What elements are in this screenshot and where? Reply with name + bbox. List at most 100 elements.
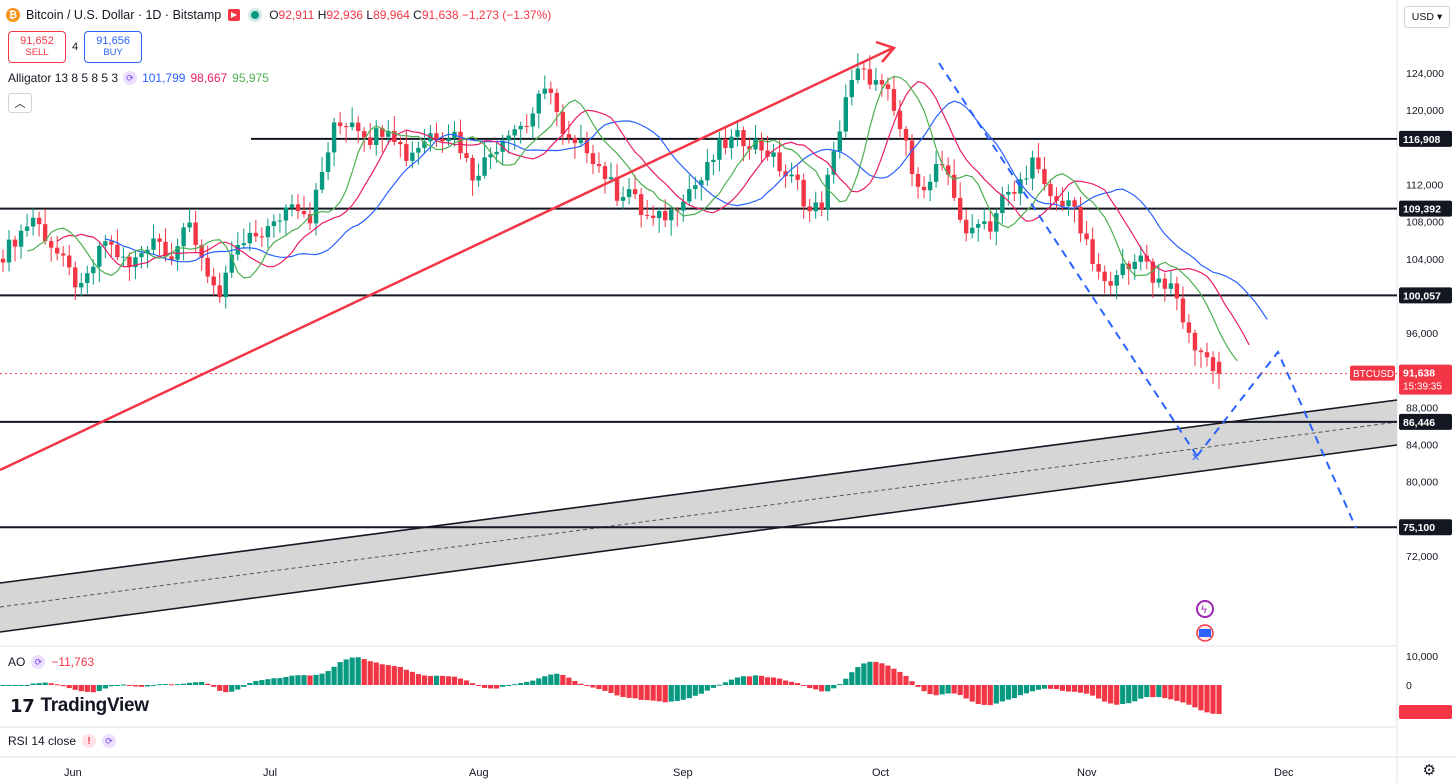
candle-body[interactable] <box>187 222 192 228</box>
candle-body[interactable] <box>1102 271 1107 282</box>
candle-body[interactable] <box>386 130 391 137</box>
candle-body[interactable] <box>777 152 782 172</box>
candle-body[interactable] <box>951 174 957 198</box>
candle-body[interactable] <box>801 179 806 207</box>
candle-body[interactable] <box>608 177 614 180</box>
candle-body[interactable] <box>825 174 830 209</box>
candle-body[interactable] <box>331 122 337 153</box>
candle-body[interactable] <box>536 93 541 114</box>
candle-body[interactable] <box>982 221 987 225</box>
candle-body[interactable] <box>837 131 842 152</box>
candle-body[interactable] <box>1144 255 1149 262</box>
candle-body[interactable] <box>783 171 788 177</box>
candle-body[interactable] <box>247 232 253 244</box>
candle-body[interactable] <box>349 122 355 128</box>
candle-body[interactable] <box>1138 255 1143 262</box>
trend-arrow-line[interactable] <box>0 46 894 472</box>
candle-body[interactable] <box>626 189 632 198</box>
candle-body[interactable] <box>711 159 716 163</box>
candle-body[interactable] <box>903 129 909 141</box>
candle-body[interactable] <box>1096 263 1101 272</box>
candle-body[interactable] <box>681 201 686 211</box>
candle-body[interactable] <box>1120 263 1125 276</box>
candle-body[interactable] <box>506 135 511 141</box>
candle-body[interactable] <box>1174 283 1180 299</box>
candle-body[interactable] <box>1204 352 1210 358</box>
candle-body[interactable] <box>61 253 66 256</box>
candle-body[interactable] <box>759 138 764 151</box>
candle-body[interactable] <box>325 152 331 172</box>
candle-body[interactable] <box>12 239 18 247</box>
candle-body[interactable] <box>193 222 198 245</box>
tradingview-logo[interactable]: 17 TradingView <box>10 695 149 717</box>
warning-icon[interactable]: ! <box>82 734 97 748</box>
lightning-event-icon[interactable] <box>1196 600 1214 618</box>
candle-body[interactable] <box>42 224 48 242</box>
candle-body[interactable] <box>970 227 975 234</box>
candle-body[interactable] <box>422 141 427 148</box>
candle-body[interactable] <box>518 125 523 130</box>
candle-body[interactable] <box>416 147 421 153</box>
candle-body[interactable] <box>1078 206 1083 234</box>
candle-body[interactable] <box>819 202 824 209</box>
candle-body[interactable] <box>1060 200 1065 207</box>
candle-body[interactable] <box>933 163 939 182</box>
collapse-legend-button[interactable]: ︿ <box>8 93 32 113</box>
candle-body[interactable] <box>650 215 656 218</box>
candle-body[interactable] <box>18 230 24 247</box>
candle-body[interactable] <box>723 139 728 149</box>
candle-body[interactable] <box>259 236 265 238</box>
candle-body[interactable] <box>1000 194 1005 214</box>
candle-body[interactable] <box>831 151 836 175</box>
candle-body[interactable] <box>404 144 409 161</box>
candle-body[interactable] <box>54 247 60 254</box>
candle-body[interactable] <box>36 217 42 225</box>
candle-body[interactable] <box>271 221 277 227</box>
candle-body[interactable] <box>169 256 174 260</box>
candle-body[interactable] <box>909 140 915 174</box>
candle-body[interactable] <box>494 151 499 155</box>
flag-icon[interactable] <box>227 8 241 22</box>
candle-body[interactable] <box>211 276 216 286</box>
candle-body[interactable] <box>687 189 692 202</box>
candle-body[interactable] <box>747 146 752 150</box>
candle-body[interactable] <box>632 189 638 195</box>
candle-body[interactable] <box>97 245 102 267</box>
candle-body[interactable] <box>482 157 487 176</box>
rsi-legend[interactable]: RSI 14 close ! ⟳ <box>8 734 117 748</box>
candle-body[interactable] <box>1006 191 1011 195</box>
candle-body[interactable] <box>915 173 921 187</box>
candle-body[interactable] <box>530 113 535 127</box>
candle-body[interactable] <box>795 174 800 180</box>
candle-body[interactable] <box>476 175 481 181</box>
candle-body[interactable] <box>1114 275 1119 286</box>
candle-body[interactable] <box>602 166 608 180</box>
candle-body[interactable] <box>735 130 740 137</box>
candle-body[interactable] <box>374 128 379 146</box>
alligator-legend[interactable]: Alligator 13 8 5 8 5 3 ⟳ 101,799 98,667 … <box>8 71 269 85</box>
candle-body[interactable] <box>109 241 114 245</box>
candle-body[interactable] <box>313 189 319 224</box>
candle-body[interactable] <box>1132 261 1137 269</box>
candle-body[interactable] <box>554 92 560 112</box>
candle-body[interactable] <box>1180 298 1186 323</box>
candle-body[interactable] <box>644 214 650 216</box>
sell-button[interactable]: 91,652 SELL <box>8 31 66 63</box>
candle-body[interactable] <box>1048 184 1053 197</box>
candle-body[interactable] <box>1198 350 1204 353</box>
candle-body[interactable] <box>1156 278 1162 283</box>
candle-body[interactable] <box>115 244 120 258</box>
candle-body[interactable] <box>1168 283 1174 289</box>
candle-body[interactable] <box>199 244 204 258</box>
candle-body[interactable] <box>705 162 710 181</box>
candle-body[interactable] <box>181 227 186 247</box>
candle-body[interactable] <box>1150 261 1156 283</box>
candle-body[interactable] <box>446 138 451 142</box>
candle-body[interactable] <box>301 211 307 215</box>
candle-body[interactable] <box>548 88 554 93</box>
candle-body[interactable] <box>1216 361 1222 374</box>
candle-body[interactable] <box>410 152 415 161</box>
candle-body[interactable] <box>879 80 885 85</box>
candle-body[interactable] <box>1162 278 1168 289</box>
candle-body[interactable] <box>867 69 873 85</box>
